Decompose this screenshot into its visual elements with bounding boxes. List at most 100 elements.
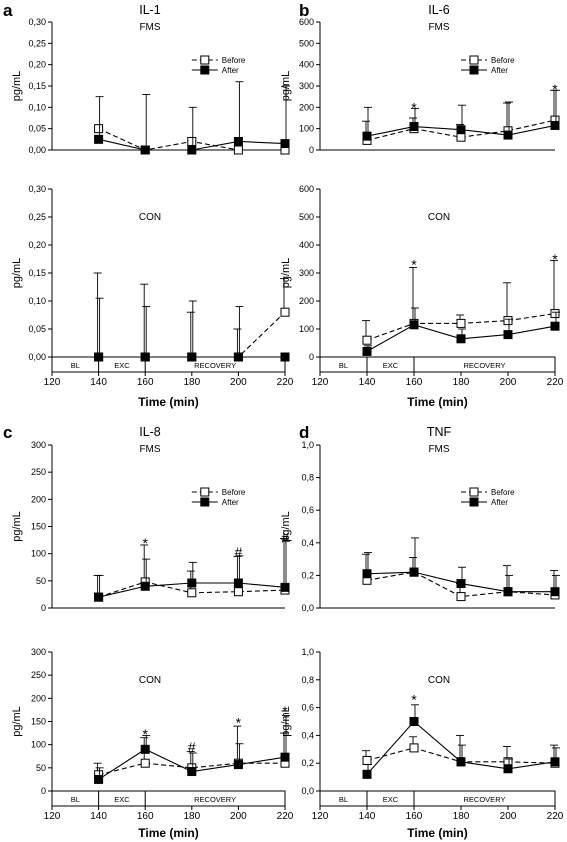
data-point xyxy=(233,136,243,146)
panel-a: a IL-1 0,00 0,05 0,10 0,15 0,20 0,25 0,30 pg/mL FM… xyxy=(3,1,294,409)
y-tick-label: 400 xyxy=(299,60,314,70)
data-point xyxy=(362,346,372,356)
data-point xyxy=(456,579,466,589)
data-point xyxy=(550,321,560,331)
x-tick-label: 180 xyxy=(453,377,470,388)
x-tick-label: 200 xyxy=(230,811,247,822)
data-point xyxy=(503,764,513,774)
phase-box xyxy=(319,356,556,373)
series-after xyxy=(94,81,290,155)
phase-label: RECOVERY xyxy=(194,795,236,804)
legend-label: After xyxy=(222,66,239,75)
y-tick-label: 0,10 xyxy=(28,102,46,112)
subplot-con: 0,0 0,2 0,4 0,6 0,8 1,0 pg/mL CON * xyxy=(280,647,560,796)
y-tick-label: 0,15 xyxy=(28,268,46,278)
y-tick-label: 0,30 xyxy=(28,17,46,27)
y-tick-label: 0 xyxy=(41,786,46,796)
x-axis-ticks: 120 140 160 180 200 220 xyxy=(312,806,564,822)
phase-label: BL xyxy=(71,795,80,804)
x-tick-label: 120 xyxy=(312,811,329,822)
significance-star: * xyxy=(552,81,558,97)
y-tick-label: 0,6 xyxy=(301,703,314,713)
data-point xyxy=(550,309,560,319)
phase-label: EXC xyxy=(383,795,399,804)
x-tick-label: 120 xyxy=(44,811,61,822)
data-point xyxy=(456,125,466,135)
y-tick-label: 0,2 xyxy=(301,758,314,768)
data-point xyxy=(187,767,197,777)
x-axis-label: Time (min) xyxy=(138,826,198,840)
x-axis-label: Time (min) xyxy=(407,826,467,840)
data-point xyxy=(94,124,104,134)
subplot-con: 0 100 200 300 400 500 600 pg/mL CON * * xyxy=(280,184,560,362)
data-point xyxy=(409,567,419,577)
phase-bar: BL EXC RECOVERY xyxy=(51,356,286,373)
y-tick-label: 0,0 xyxy=(301,603,314,613)
legend-label: Before xyxy=(491,56,515,65)
y-tick-label: 0,8 xyxy=(301,675,314,685)
y-tick-label: 0,10 xyxy=(28,296,46,306)
y-tick-label: 200 xyxy=(31,693,46,703)
series-before xyxy=(362,553,560,602)
y-axis-label: pg/mL xyxy=(280,511,292,542)
group-label: FMS xyxy=(428,22,449,33)
y-tick-label: 400 xyxy=(299,240,314,250)
data-point xyxy=(409,743,419,753)
panel-letter: d xyxy=(299,423,309,442)
x-tick-label: 140 xyxy=(359,811,376,822)
x-tick-label: 200 xyxy=(500,811,517,822)
panel-letter: c xyxy=(3,423,12,442)
x-tick-label: 140 xyxy=(359,377,376,388)
x-tick-label: 140 xyxy=(90,811,107,822)
data-point xyxy=(280,139,290,149)
y-tick-label: 0,0 xyxy=(301,786,314,796)
series-after xyxy=(362,537,560,597)
series-line xyxy=(98,762,285,776)
phase-label: BL xyxy=(71,361,80,370)
chart-title: IL-1 xyxy=(139,3,161,17)
x-tick-label: 160 xyxy=(137,377,154,388)
y-tick-label: 200 xyxy=(299,102,314,112)
significance-star: * xyxy=(411,257,417,273)
y-tick-label: 200 xyxy=(299,296,314,306)
significance-star: * xyxy=(411,691,417,707)
legend-marker xyxy=(469,497,479,507)
phase-bar: BL EXC RECOVERY xyxy=(51,790,286,807)
x-tick-label: 160 xyxy=(406,811,423,822)
legend-label: Before xyxy=(491,488,515,497)
y-tick-label: 0 xyxy=(309,352,314,362)
panel-letter: b xyxy=(299,1,309,20)
data-point xyxy=(456,592,466,602)
data-point xyxy=(362,131,372,141)
y-tick-label: 0,15 xyxy=(28,81,46,91)
y-axis-label: pg/mL xyxy=(11,706,23,737)
x-tick-label: 200 xyxy=(230,377,247,388)
series-before xyxy=(362,89,560,145)
data-point xyxy=(187,588,197,598)
series-after xyxy=(94,297,290,362)
y-tick-label: 150 xyxy=(31,522,46,532)
significance-star: * xyxy=(236,714,242,730)
series-before xyxy=(93,272,290,362)
x-axis-label: Time (min) xyxy=(407,395,467,409)
series-line xyxy=(98,311,286,358)
y-tick-label: 1,0 xyxy=(301,440,314,450)
data-point xyxy=(94,134,104,144)
legend-label: After xyxy=(491,66,508,75)
y-tick-label: 0,00 xyxy=(28,145,46,155)
legend-label: After xyxy=(491,498,508,507)
x-tick-label: 160 xyxy=(406,377,423,388)
phase-label: EXC xyxy=(114,795,130,804)
series-after xyxy=(362,89,560,141)
y-tick-label: 250 xyxy=(31,467,46,477)
data-point xyxy=(456,318,466,328)
significance-star: * xyxy=(411,99,417,115)
data-point xyxy=(362,755,372,765)
panel-letter: a xyxy=(3,1,13,20)
data-point xyxy=(280,582,290,592)
data-point xyxy=(456,757,466,767)
y-axis-label: pg/mL xyxy=(280,71,292,102)
